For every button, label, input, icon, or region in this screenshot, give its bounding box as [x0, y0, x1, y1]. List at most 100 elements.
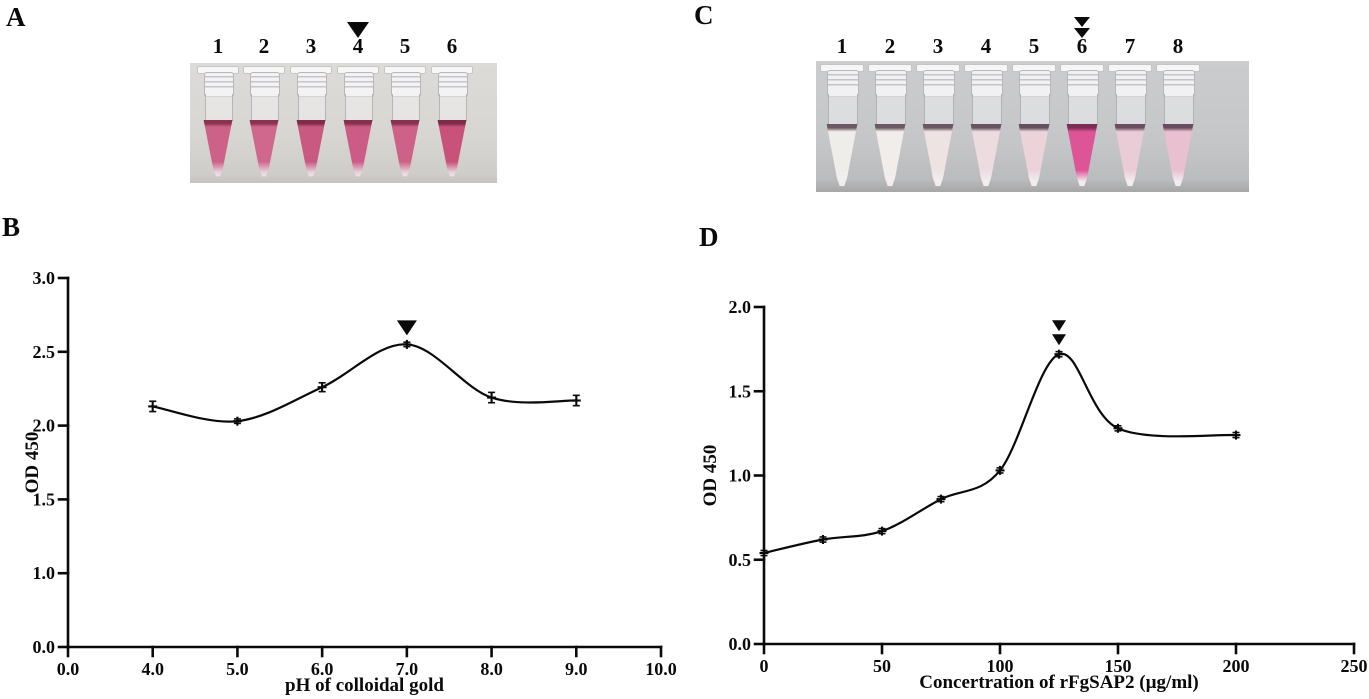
data-markers: [148, 339, 581, 426]
tube-neck: [439, 94, 467, 121]
microcentrifuge-tube: [1011, 61, 1057, 192]
tube-neck: [1116, 94, 1146, 125]
panel-b-label: B: [2, 212, 21, 242]
y-tick-label: 1.5: [729, 381, 752, 401]
microcentrifuge-tube: [336, 63, 380, 183]
panel-a-label: A: [6, 2, 26, 32]
tube-cap: [1019, 70, 1051, 97]
tube-liquid: [970, 124, 1002, 187]
tube-cap-ridges: [298, 76, 326, 90]
data-curve: [152, 343, 577, 423]
axes: [57, 276, 663, 658]
tube-cap-ridges: [1020, 74, 1050, 88]
x-tick-label: 5.0: [226, 659, 249, 679]
tube-neck: [924, 94, 954, 125]
microcentrifuge-tube: [1155, 61, 1201, 192]
tube-cap: [1067, 70, 1099, 97]
tube-cap-ridges: [1068, 74, 1098, 88]
y-tick-label: 1.0: [33, 563, 56, 583]
microcentrifuge-tube: [1059, 61, 1105, 192]
tube-liquid: [1114, 124, 1146, 187]
tube-cap: [875, 70, 907, 97]
x-tick-label: 4.0: [141, 659, 164, 679]
y-tick-label: 1.0: [729, 466, 752, 486]
y-axis-title: OD 450: [700, 445, 721, 507]
tube-liquid: [1066, 124, 1098, 187]
selected-tube-arrowhead-icon: [1074, 28, 1090, 38]
tube-cap-ridges: [924, 74, 954, 88]
tube-cap-ridges: [1116, 74, 1146, 88]
x-tick-label: 10.0: [645, 659, 677, 679]
tube-neck: [205, 94, 233, 121]
tube-cap-ridges: [828, 74, 858, 88]
tube-cap: [344, 72, 374, 97]
concentration-optimization-chart: 0 50 100 150 200 250 0.0 0.5 1.0 1.5 2.0 Concertrat…: [700, 297, 1368, 693]
tube-neck: [1164, 94, 1194, 125]
error-bars: [760, 350, 1240, 557]
tube-liquid: [1018, 124, 1050, 187]
tube-number-label: 5: [399, 34, 411, 58]
x-tick-label: 250: [1341, 656, 1368, 676]
error-bars: [149, 341, 580, 425]
tube-liquid: [203, 120, 233, 177]
microcentrifuge-tube: [963, 61, 1009, 192]
tube-number-label: 8: [1172, 34, 1184, 58]
x-tick-label: 0: [760, 656, 769, 676]
tube-cap: [391, 72, 421, 97]
tube-liquid: [343, 120, 373, 177]
tube-liquid: [296, 120, 326, 177]
panel-d-label: D: [699, 222, 719, 252]
x-tick-label: 7.0: [396, 659, 419, 679]
y-tick-label: 3.0: [33, 268, 56, 288]
tube-neck: [345, 94, 373, 121]
tube-cap-ridges: [251, 76, 279, 90]
tube-number-label: 5: [1028, 34, 1040, 58]
tube-cap-ridges: [972, 74, 1002, 88]
optimum-arrowhead-icon: [396, 320, 417, 336]
tube-neck: [392, 94, 420, 121]
x-tick-label: 6.0: [311, 659, 334, 679]
tube-neck: [298, 94, 326, 121]
y-tick-label: 0.5: [729, 550, 752, 570]
tube-number-label: 4: [980, 34, 992, 58]
y-axis-title: OD 450: [22, 432, 43, 494]
tube-neck: [828, 94, 858, 125]
tube-liquid: [1162, 124, 1194, 187]
tube-neck: [876, 94, 906, 125]
tube-liquid: [249, 120, 279, 177]
y-tick-label: 1.5: [33, 489, 56, 509]
tube-number-label: 1: [836, 34, 848, 58]
tube-liquid: [874, 124, 906, 187]
axes: [753, 305, 1356, 655]
selected-tube-arrowhead-icon: [1074, 17, 1090, 27]
tube-cap-ridges: [392, 76, 420, 90]
panel-c-label: C: [694, 0, 714, 30]
tube-number-label: 2: [258, 34, 270, 58]
microcentrifuge-tube: [867, 61, 913, 192]
x-tick-label: 150: [1105, 656, 1132, 676]
microcentrifuge-tube: [430, 63, 474, 183]
tube-neck: [1068, 94, 1098, 125]
tube-liquid: [826, 124, 858, 187]
x-axis-title: pH of colloidal gold: [285, 675, 444, 696]
tube-liquid: [437, 120, 467, 177]
tube-cap-ridges: [345, 76, 373, 90]
tube-cap: [438, 72, 468, 97]
tube-number-label: 3: [305, 34, 317, 58]
tube-number-label: 1: [212, 34, 224, 58]
ph-optimization-chart: 0.0 4.0 5.0 6.0 7.0 8.0 9.0 10.0 0.0 1.0 1.5 2.0 2.5…: [22, 268, 677, 696]
microcentrifuge-tube: [383, 63, 427, 183]
tube-cap-ridges: [1164, 74, 1194, 88]
tube-number-label: 4: [352, 34, 364, 58]
x-tick-label: 8.0: [480, 659, 503, 679]
tube-cap-ridges: [205, 76, 233, 90]
tube-neck: [1020, 94, 1050, 125]
y-tick-label: 0.0: [33, 637, 56, 657]
tube-cap: [971, 70, 1003, 97]
tube-neck: [972, 94, 1002, 125]
y-tick-label: 2.0: [729, 297, 752, 317]
tube-number-label: 7: [1124, 34, 1136, 58]
x-axis-title: Concertration of rFgSAP2 (µg/ml): [919, 672, 1199, 693]
data-markers: [759, 349, 1241, 558]
